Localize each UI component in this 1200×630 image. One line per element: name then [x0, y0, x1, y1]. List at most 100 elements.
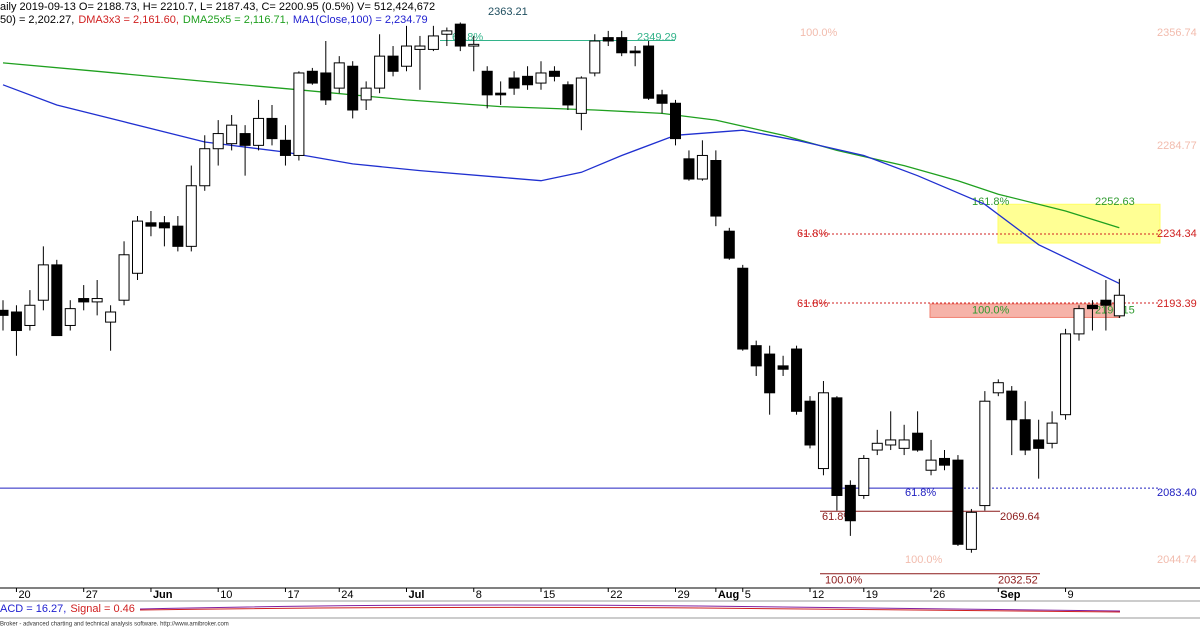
fib-ratio: 100.0% — [800, 27, 838, 39]
candle-body — [912, 432, 924, 451]
x-tick-label: 22 — [610, 589, 622, 601]
moving-average — [2, 62, 1120, 229]
candle-body — [427, 35, 439, 50]
candle-body — [279, 139, 291, 156]
candle-body — [333, 62, 345, 89]
x-tick-label: 8 — [476, 589, 482, 601]
legend-item: DMA25x5 = 2,116.71, — [183, 14, 289, 26]
candle-body — [548, 70, 560, 77]
x-tick-label: 19 — [866, 589, 878, 601]
candle-body — [306, 70, 318, 84]
footer: Broker - advanced charting and technical… — [0, 622, 229, 628]
candle-body — [441, 30, 453, 35]
fib-ratio: 100.0% — [905, 554, 943, 566]
candle-body — [239, 133, 251, 146]
legend-item: MA1(Close,100) = 2,234.79 — [293, 14, 428, 26]
fib-price: 2349.29 — [637, 31, 677, 43]
fib-price: 2363.21 — [488, 6, 528, 18]
candle-body — [535, 72, 547, 84]
candle-body — [495, 92, 507, 96]
candle-body — [1113, 294, 1125, 317]
candle-body — [78, 298, 90, 303]
x-tick-label: 5 — [745, 589, 751, 601]
x-tick-label: 10 — [220, 589, 232, 601]
candle-body — [91, 298, 103, 303]
candle-body — [1086, 304, 1098, 310]
candle-body — [1046, 422, 1058, 444]
candle-body — [132, 220, 143, 274]
x-tick-label: 27 — [86, 589, 98, 601]
fib-price: 2083.40 — [1157, 487, 1197, 499]
x-tick-label: 20 — [18, 589, 30, 601]
candle-body — [253, 117, 265, 146]
candle-body — [817, 392, 829, 470]
candle-body — [952, 459, 964, 545]
x-tick-label: 9 — [1068, 589, 1074, 601]
candle-body — [266, 117, 278, 140]
fib-ratio: 100.0% — [972, 304, 1010, 316]
candle-body — [656, 94, 668, 104]
candle-body — [374, 55, 386, 89]
candle-body — [454, 23, 466, 47]
fib-price: 2044.74 — [1157, 554, 1197, 566]
x-tick-label: 15 — [543, 589, 555, 601]
signal-line — [139, 606, 1121, 613]
candle-body — [710, 160, 722, 217]
candle-body — [199, 148, 211, 187]
candle-body — [683, 158, 695, 180]
legend: ACD = 16.27, Signal = 0.46 — [0, 603, 135, 615]
candle-body — [791, 348, 803, 412]
candle-body — [723, 230, 735, 259]
fib-zone — [997, 203, 1161, 244]
candle-body — [885, 439, 897, 446]
legend-item: 50) = 2,202.27, — [0, 14, 74, 26]
candle-body — [925, 459, 937, 471]
candle-body — [347, 65, 359, 111]
legend-item: DMA3x3 = 2,161.60, — [78, 14, 179, 26]
candle-body — [105, 311, 117, 323]
candle-body — [414, 45, 426, 50]
x-tick-label: Sep — [1000, 589, 1020, 601]
candle-body — [602, 37, 614, 42]
x-tick-label: Jun — [153, 589, 173, 601]
candle-body — [51, 264, 63, 337]
candle-body — [844, 484, 856, 522]
fib-ratio: 100.0% — [825, 575, 863, 587]
candle-body — [1100, 299, 1112, 306]
fib-price: 2032.52 — [998, 575, 1038, 587]
candle-body — [696, 154, 708, 180]
candle-body — [670, 102, 681, 140]
candle-body — [37, 264, 49, 301]
legend-item: ACD = 16.27, — [0, 603, 66, 615]
candle-body — [1019, 419, 1031, 451]
candle-body — [979, 400, 991, 507]
candle-body — [562, 84, 574, 106]
candle-body — [64, 308, 76, 326]
x-tick-label: 26 — [933, 589, 945, 601]
candle-body — [185, 185, 197, 247]
legend-item: Signal = 0.46 — [70, 603, 135, 615]
candle-body — [616, 37, 628, 54]
candle-body — [320, 72, 332, 101]
candle-body — [522, 75, 534, 86]
candle-body — [858, 457, 870, 496]
candle-body — [831, 397, 843, 496]
x-tick-label: 12 — [812, 589, 824, 601]
header: aily 2019-09-13 O= 2188.73, H= 2210.7, L… — [0, 1, 435, 13]
candle-body — [1033, 439, 1045, 449]
candle-body — [212, 133, 224, 150]
candle-body — [750, 345, 762, 367]
candle-body — [643, 45, 655, 99]
candle-body — [939, 457, 950, 466]
candle-body — [226, 124, 238, 145]
fib-ratio: 161.8% — [972, 196, 1010, 208]
fib-price: 2193.39 — [1157, 298, 1197, 310]
candle-body — [158, 222, 170, 229]
candle-body — [10, 311, 22, 332]
candle-body — [737, 267, 749, 350]
candle-body — [481, 70, 493, 96]
fib-ratio: 61.8% — [797, 228, 828, 240]
candle-body — [1006, 390, 1018, 421]
x-tick-label: 17 — [287, 589, 299, 601]
x-tick-label: Jul — [409, 589, 425, 601]
